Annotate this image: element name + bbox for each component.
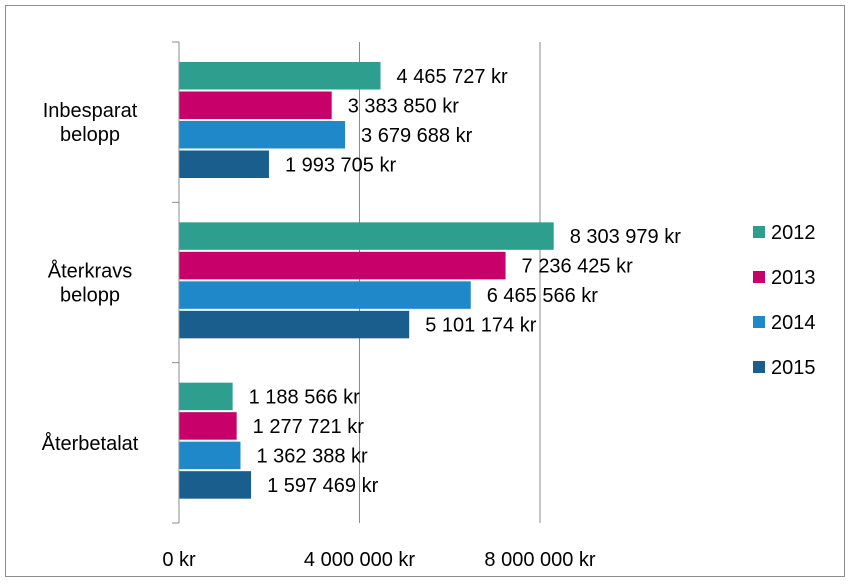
bar-2012 [179, 222, 554, 250]
data-label: 3 679 688 kr [361, 125, 473, 147]
bar-2012 [179, 382, 233, 411]
category-label: belopp [60, 124, 120, 146]
bar-2015 [179, 471, 252, 499]
bar-2012 [179, 62, 381, 90]
x-tick-label: 4 000 000 kr [304, 549, 416, 571]
bar-2015 [179, 310, 410, 339]
category-label: Återkravs [48, 260, 132, 283]
legend-label: 2013 [771, 267, 816, 289]
x-tick-label: 0 kr [162, 549, 196, 571]
bar-2014 [179, 121, 346, 149]
bar-2013 [179, 412, 237, 440]
data-label: 4 465 727 kr [397, 66, 509, 88]
data-label: 1 277 721 kr [253, 416, 365, 438]
labels: 0 kr 4 000 000 kr 8 000 000 krInbesparatbe… [42, 66, 682, 571]
axes [172, 41, 180, 524]
legend-swatch-2013 [753, 271, 765, 283]
legend: 2012 2013 2014 2015 [753, 222, 816, 379]
data-label: 1 993 705 kr [285, 154, 397, 176]
legend-swatch-2015 [753, 361, 765, 373]
legend-swatch-2014 [753, 316, 765, 328]
category-label: belopp [60, 285, 120, 307]
data-label: 5 101 174 kr [425, 315, 537, 337]
data-label: 3 383 850 kr [348, 95, 460, 117]
legend-swatch-2012 [753, 226, 765, 238]
bar-2014 [179, 281, 471, 309]
data-label: 7 236 425 kr [522, 256, 634, 278]
data-label: 1 188 566 kr [249, 386, 361, 408]
x-tick-label: 8 000 000 kr [484, 549, 596, 571]
data-label: 1 597 469 kr [267, 475, 379, 497]
bar-2014 [179, 441, 241, 470]
bar-2013 [179, 91, 332, 119]
bars [179, 62, 554, 499]
category-label: Inbesparat [43, 100, 138, 122]
data-label: 6 465 566 kr [487, 285, 599, 307]
legend-label: 2015 [771, 357, 816, 379]
legend-label: 2014 [771, 312, 816, 334]
legend-label: 2012 [771, 222, 816, 244]
bar-2015 [179, 150, 269, 178]
data-label: 8 303 979 kr [570, 226, 682, 248]
data-label: 1 362 388 kr [256, 445, 368, 467]
bar-2013 [179, 251, 506, 280]
category-label: Återbetalat [42, 432, 139, 455]
